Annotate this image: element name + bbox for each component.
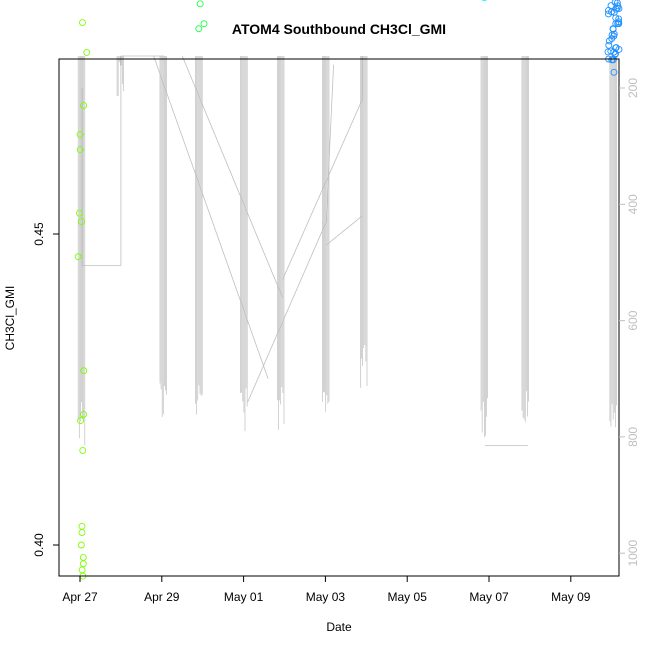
y-tick-label: 0.40	[32, 533, 46, 557]
data-point	[76, 146, 84, 153]
data-point	[611, 0, 619, 6]
x-tick-label: Apr 29	[144, 590, 180, 604]
x-tick-label: May 07	[469, 590, 509, 604]
y2-tick-label: 600	[626, 310, 640, 330]
data-point	[76, 209, 83, 217]
data-point	[76, 131, 84, 138]
data-point	[74, 253, 82, 261]
y-tick-label: 0.45	[32, 222, 46, 246]
chart-title: ATOM4 Southbound CH3Cl_GMI	[232, 21, 446, 37]
x-axis: Apr 27 Apr 29 May 01 May 03 May 05 May 07 May …	[62, 575, 591, 604]
data-point	[79, 553, 87, 561]
flight-track-line	[282, 56, 363, 281]
flight-track-line	[325, 215, 363, 246]
data-point	[607, 2, 615, 10]
x-tick-label: May 01	[224, 590, 264, 604]
flight-track-line	[153, 55, 269, 379]
y2-tick-label: 400	[626, 194, 640, 214]
data-point	[77, 218, 85, 226]
y-axis: 0.400.450.500.55	[32, 222, 59, 557]
data-point	[195, 25, 203, 33]
x-axis-label: Date	[326, 620, 352, 634]
data-point	[79, 19, 86, 26]
y-axis-label: CH3Cl_GMI	[3, 286, 17, 351]
data-point	[79, 446, 87, 454]
y2-tick-label: 1000	[626, 540, 640, 567]
x-tick-label: Apr 27	[62, 590, 98, 604]
data-point	[80, 410, 88, 418]
x-tick-label: May 03	[306, 590, 346, 604]
data-point	[615, 15, 623, 23]
y2-tick-label: 200	[626, 78, 640, 98]
data-points	[74, 0, 623, 580]
data-point	[196, 0, 204, 8]
data-point	[615, 5, 623, 13]
data-point	[80, 102, 88, 109]
y2-axis: 200 400 600 800 1000	[619, 78, 640, 567]
data-point	[83, 48, 91, 56]
y2-tick-label: 800	[626, 427, 640, 447]
data-point	[610, 68, 618, 76]
data-point	[612, 50, 619, 58]
profile-lines	[77, 55, 617, 447]
data-point	[481, 0, 487, 2]
data-point	[77, 417, 85, 425]
x-tick-label: May 09	[551, 590, 591, 604]
flight-track-line	[247, 64, 334, 403]
data-point	[609, 25, 617, 33]
data-point	[612, 14, 620, 22]
data-point	[608, 56, 616, 64]
flight-track-line	[81, 56, 122, 266]
data-point	[200, 20, 208, 28]
data-point	[615, 20, 623, 28]
data-point	[612, 5, 620, 13]
x-tick-label: May 05	[388, 590, 428, 604]
data-point	[77, 541, 85, 549]
data-point	[80, 367, 88, 375]
data-point	[605, 41, 613, 49]
data-point	[78, 522, 86, 530]
data-point	[605, 37, 613, 45]
